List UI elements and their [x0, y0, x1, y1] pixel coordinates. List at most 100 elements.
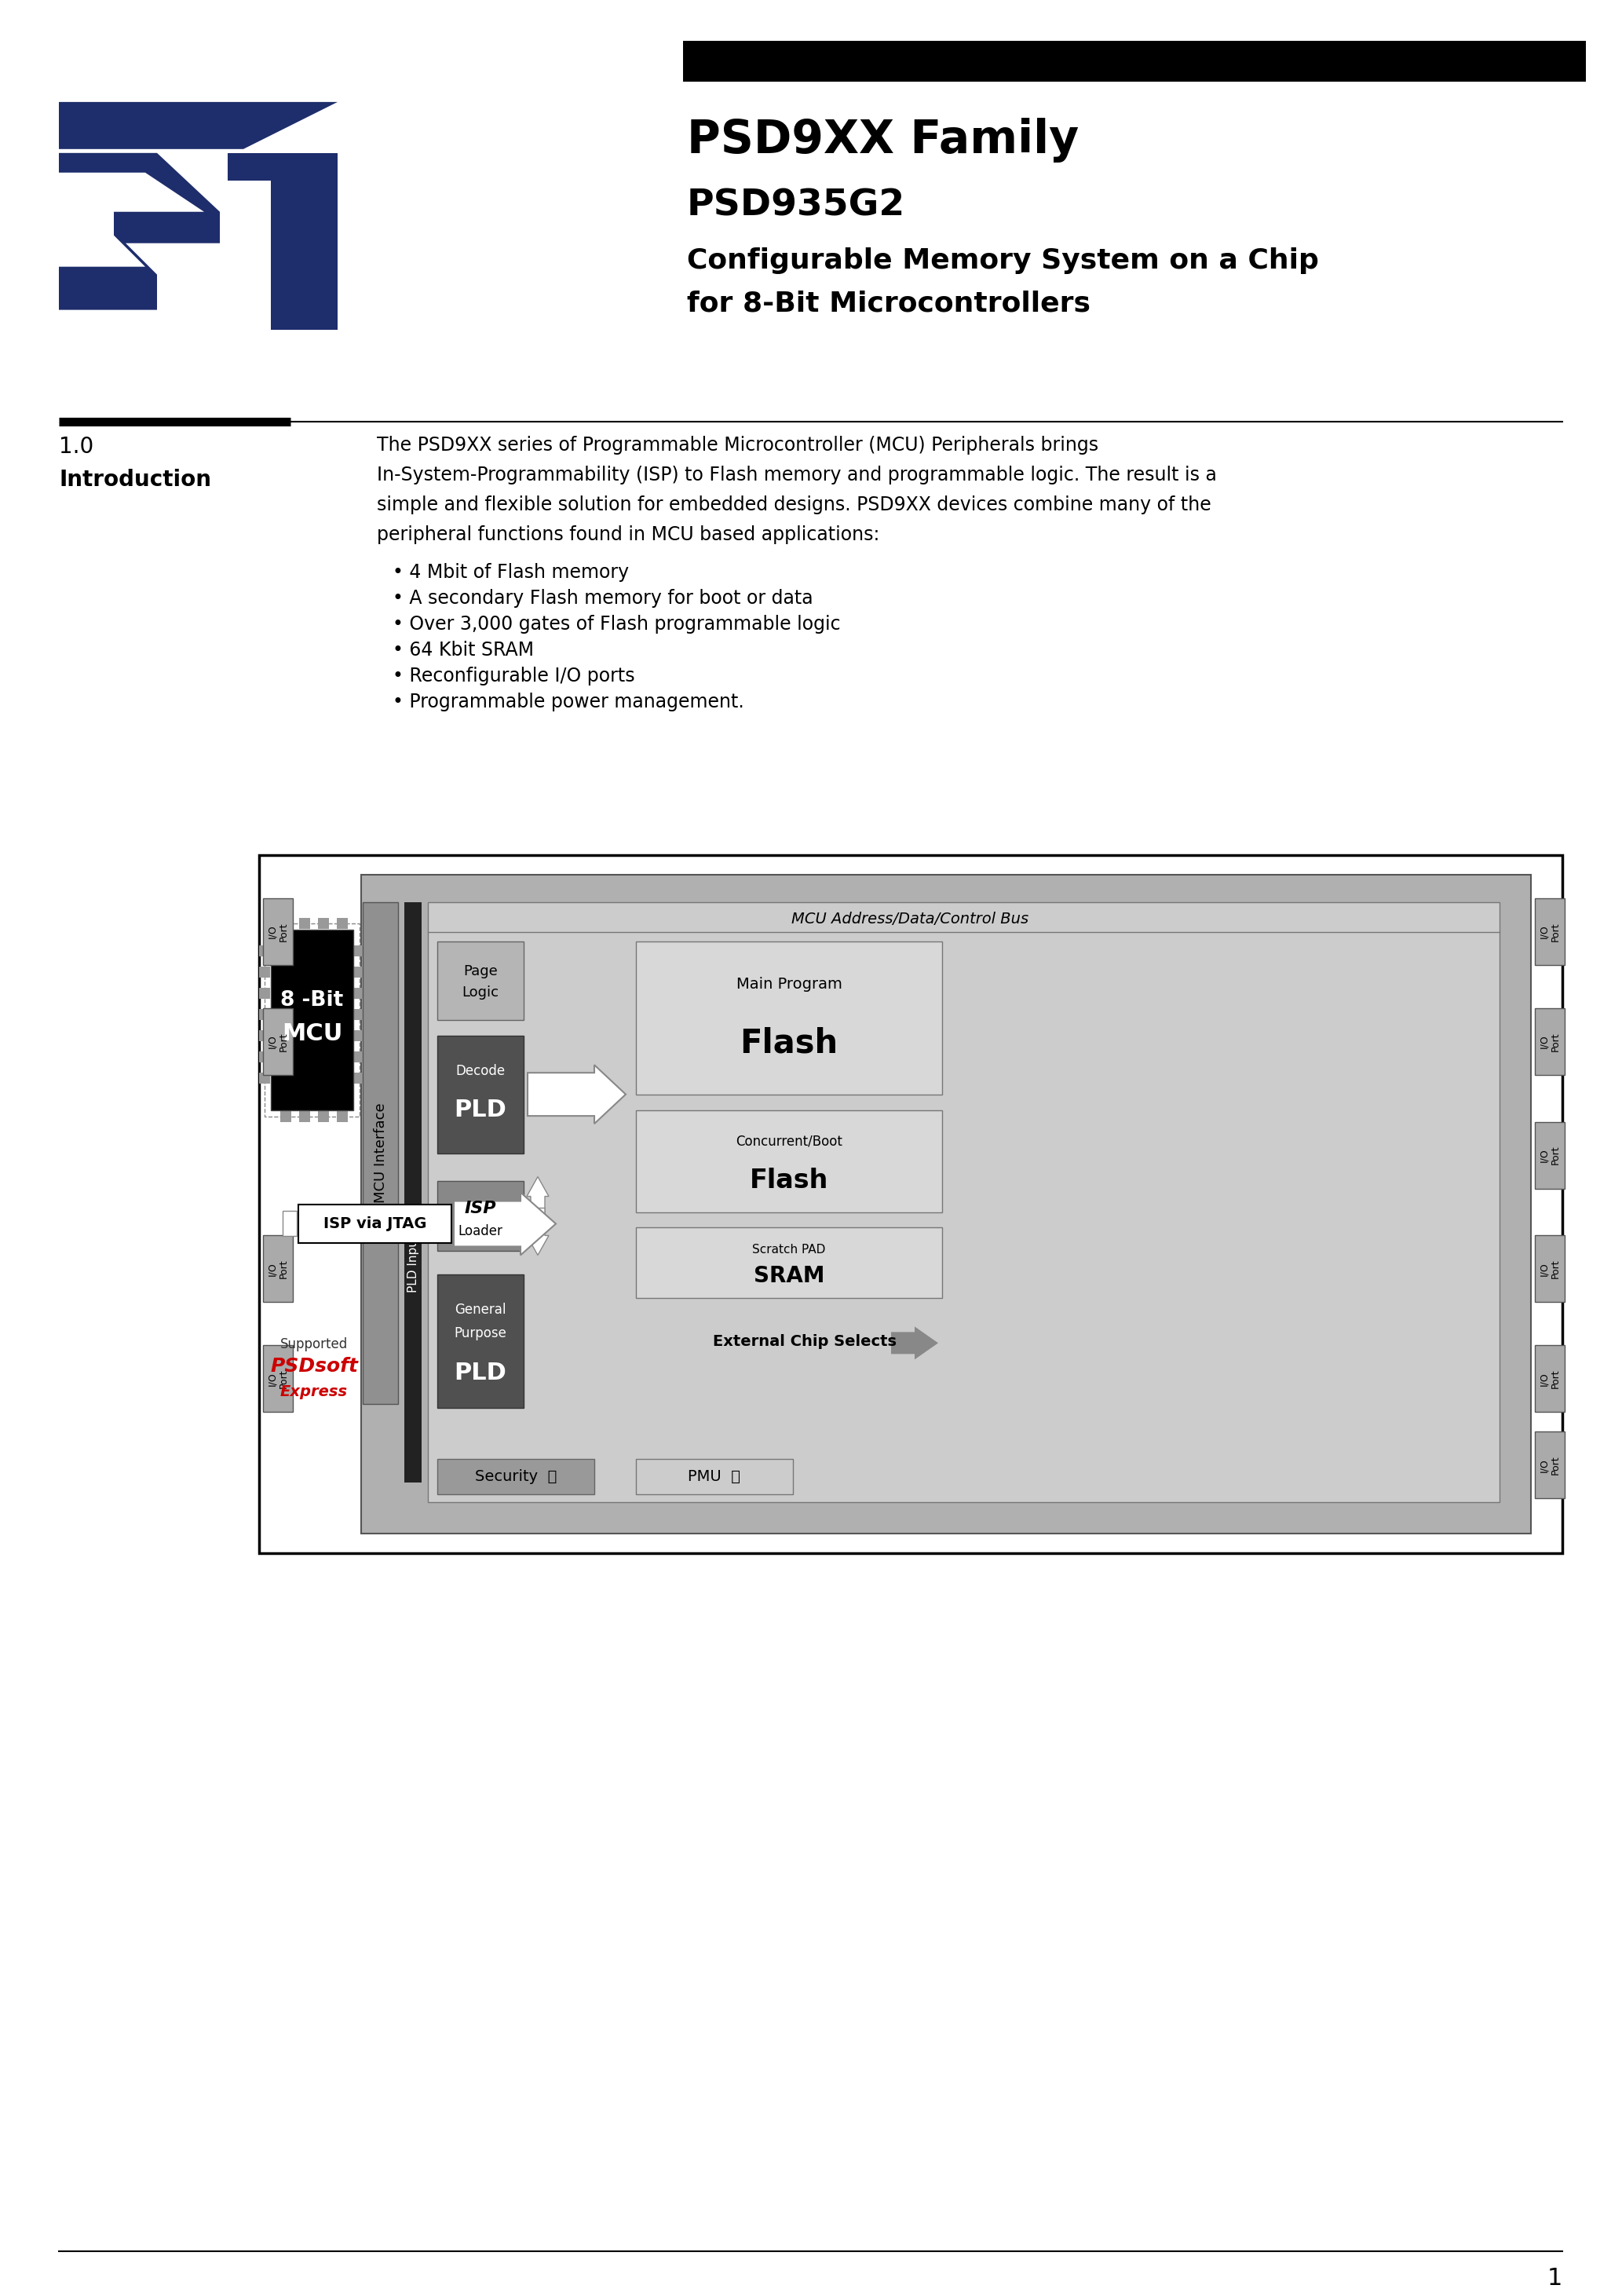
Bar: [683, 41, 1586, 83]
Bar: [298, 918, 310, 930]
Bar: [354, 1008, 365, 1019]
Text: 8 -Bit: 8 -Bit: [281, 990, 344, 1010]
FancyArrow shape: [890, 1327, 938, 1359]
Bar: [318, 1111, 329, 1123]
Bar: [438, 1180, 524, 1251]
Bar: [636, 1228, 942, 1297]
Text: 1: 1: [1547, 2266, 1562, 2289]
Text: simple and flexible solution for embedded designs. PSD9XX devices combine many o: simple and flexible solution for embedde…: [376, 496, 1212, 514]
Bar: [438, 941, 524, 1019]
Text: MCU: MCU: [282, 1022, 342, 1045]
Text: • A secondary Flash memory for boot or data: • A secondary Flash memory for boot or d…: [393, 590, 813, 608]
Bar: [263, 1235, 294, 1302]
FancyArrow shape: [527, 1178, 548, 1224]
Bar: [260, 967, 271, 978]
Text: I/O
Port: I/O Port: [1539, 1031, 1560, 1052]
Bar: [354, 987, 365, 999]
Text: Decode: Decode: [456, 1063, 506, 1077]
Text: for 8-Bit Microcontrollers: for 8-Bit Microcontrollers: [688, 289, 1090, 317]
Text: • Programmable power management.: • Programmable power management.: [393, 693, 744, 712]
Text: peripheral functions found in MCU based applications:: peripheral functions found in MCU based …: [376, 526, 879, 544]
Text: I/O
Port: I/O Port: [268, 923, 289, 941]
Bar: [260, 854, 1562, 1554]
FancyArrow shape: [454, 1192, 556, 1256]
Bar: [260, 1008, 271, 1019]
Bar: [362, 875, 1531, 1534]
Text: Flash: Flash: [740, 1026, 839, 1061]
Text: PLD: PLD: [454, 1362, 506, 1384]
Bar: [354, 1052, 365, 1063]
Bar: [636, 1460, 793, 1495]
Bar: [438, 1274, 524, 1407]
Text: PLD Input Bus: PLD Input Bus: [407, 1208, 418, 1293]
Bar: [363, 902, 397, 1405]
Text: Express: Express: [281, 1384, 347, 1401]
Text: Logic: Logic: [462, 985, 500, 999]
Bar: [438, 1035, 524, 1153]
Bar: [1534, 1433, 1565, 1499]
Text: • 4 Mbit of Flash memory: • 4 Mbit of Flash memory: [393, 563, 629, 583]
Bar: [298, 1203, 451, 1244]
Text: PSDsoft: PSDsoft: [271, 1357, 358, 1375]
Bar: [636, 1109, 942, 1212]
Text: Loader: Loader: [457, 1224, 503, 1238]
Text: Configurable Memory System on a Chip: Configurable Memory System on a Chip: [688, 248, 1319, 273]
Text: The PSD9XX series of Programmable Microcontroller (MCU) Peripherals brings: The PSD9XX series of Programmable Microc…: [376, 436, 1098, 455]
Bar: [1534, 898, 1565, 964]
Text: PMU  🛢: PMU 🛢: [688, 1469, 741, 1483]
Bar: [298, 1111, 310, 1123]
Bar: [271, 930, 354, 1109]
Text: PLD: PLD: [454, 1100, 506, 1120]
Bar: [260, 1072, 271, 1084]
Text: ISP via JTAG: ISP via JTAG: [323, 1217, 427, 1231]
Bar: [281, 1111, 292, 1123]
Bar: [636, 941, 942, 1095]
Text: General: General: [454, 1304, 506, 1318]
Text: MCU Interface: MCU Interface: [373, 1102, 388, 1203]
Text: Introduction: Introduction: [58, 468, 211, 491]
Bar: [260, 946, 271, 955]
Bar: [428, 902, 1499, 1502]
Text: MCU Address/Data/Control Bus: MCU Address/Data/Control Bus: [792, 912, 1028, 928]
Text: I/O
Port: I/O Port: [268, 1368, 289, 1389]
Bar: [354, 946, 365, 955]
Polygon shape: [58, 101, 337, 149]
Bar: [263, 1345, 294, 1412]
Text: Flash: Flash: [749, 1169, 829, 1194]
Text: Main Program: Main Program: [736, 978, 842, 992]
Bar: [260, 1052, 271, 1063]
Text: External Chip Selects: External Chip Selects: [712, 1334, 897, 1350]
Text: I/O
Port: I/O Port: [1539, 923, 1560, 941]
Bar: [1534, 1235, 1565, 1302]
Bar: [263, 1008, 294, 1075]
Text: ISP: ISP: [464, 1201, 496, 1217]
Text: • Reconfigurable I/O ports: • Reconfigurable I/O ports: [393, 666, 634, 687]
Text: I/O
Port: I/O Port: [1539, 1368, 1560, 1389]
Text: Security  🔒: Security 🔒: [475, 1469, 556, 1483]
Text: • 64 Kbit SRAM: • 64 Kbit SRAM: [393, 641, 534, 659]
Bar: [260, 987, 271, 999]
Text: 1.0: 1.0: [58, 436, 94, 459]
Bar: [263, 898, 294, 964]
Text: In-System-Programmability (ISP) to Flash memory and programmable logic. The resu: In-System-Programmability (ISP) to Flash…: [376, 466, 1216, 484]
Text: I/O
Port: I/O Port: [268, 1258, 289, 1279]
Text: Scratch PAD: Scratch PAD: [753, 1244, 826, 1256]
Text: SRAM: SRAM: [754, 1265, 824, 1288]
Text: PSD9XX Family: PSD9XX Family: [688, 117, 1079, 163]
Text: I/O
Port: I/O Port: [268, 1031, 289, 1052]
Bar: [318, 918, 329, 930]
Polygon shape: [58, 154, 221, 310]
Bar: [337, 918, 347, 930]
Bar: [1534, 1345, 1565, 1412]
FancyArrow shape: [527, 1208, 548, 1256]
FancyArrow shape: [527, 1065, 626, 1123]
Bar: [404, 902, 422, 1483]
Bar: [1534, 1008, 1565, 1075]
Bar: [354, 1031, 365, 1040]
Bar: [354, 1072, 365, 1084]
Bar: [264, 923, 360, 1116]
Bar: [337, 1111, 347, 1123]
Bar: [438, 1460, 594, 1495]
Text: I/O
Port: I/O Port: [1539, 1456, 1560, 1474]
Text: I/O
Port: I/O Port: [1539, 1258, 1560, 1279]
